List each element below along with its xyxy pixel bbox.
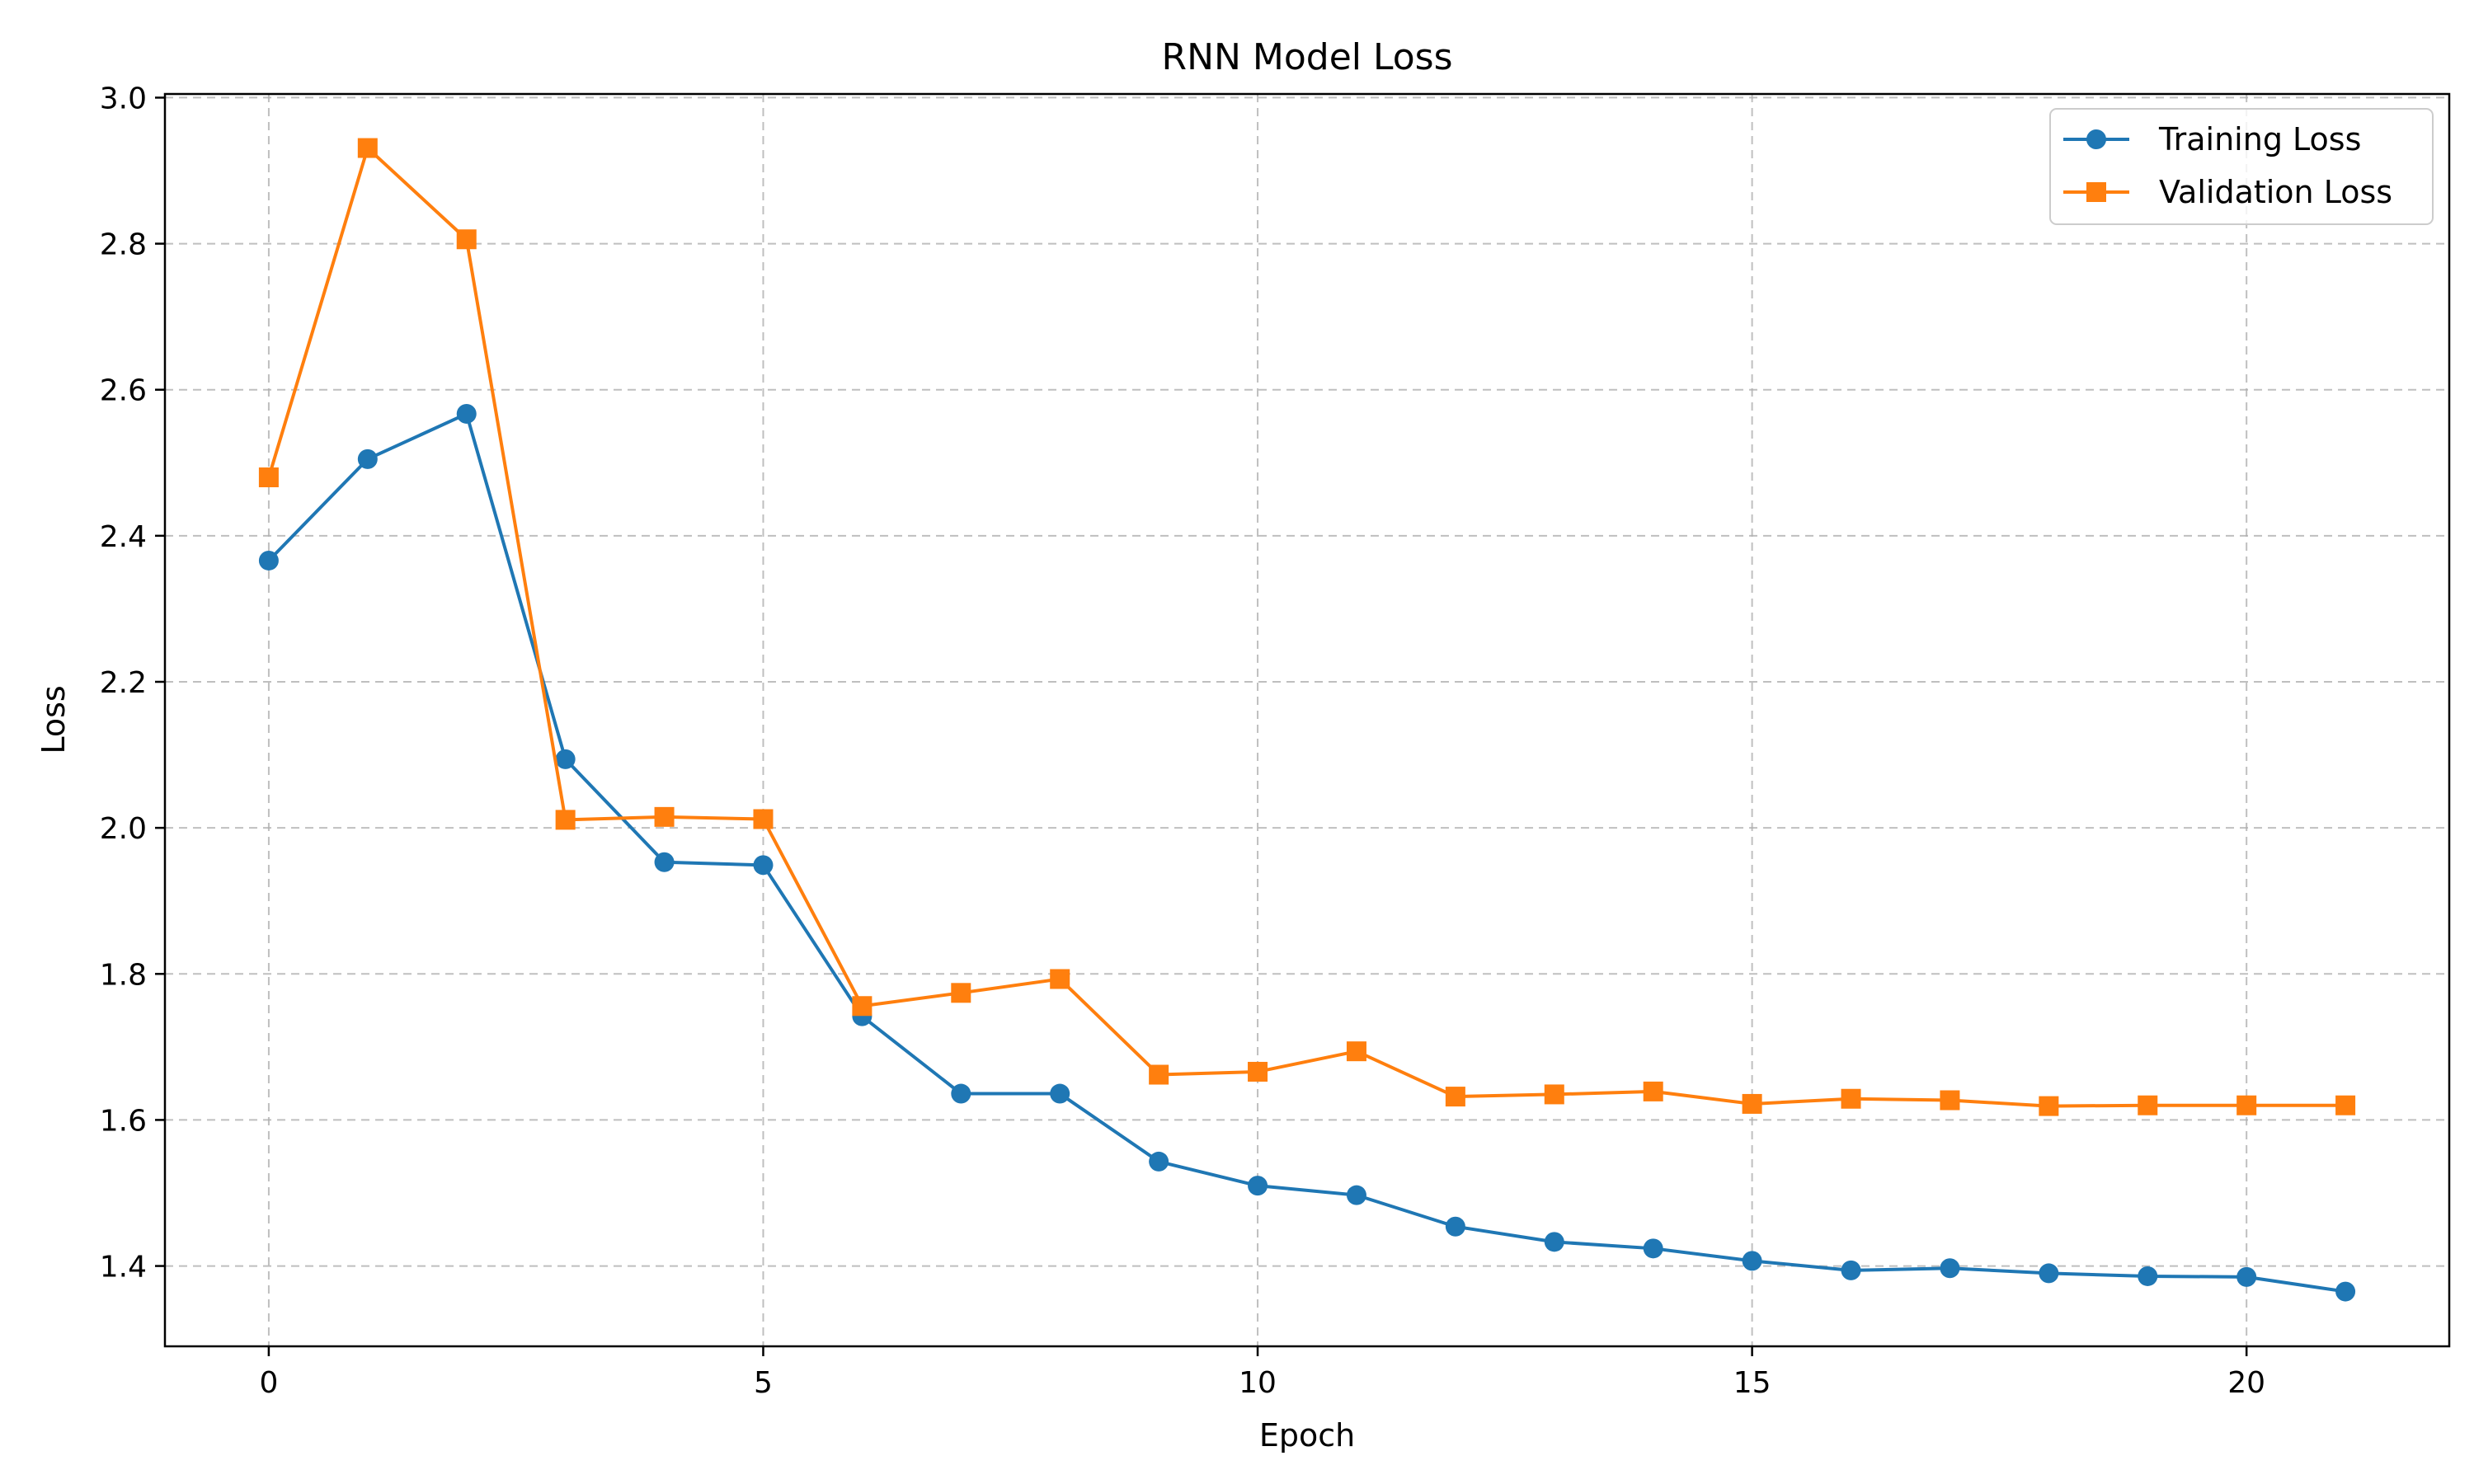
y-tick-label: 2.0: [100, 812, 147, 846]
y-tick-label: 2.2: [100, 666, 147, 700]
data-point-training-loss: [1841, 1260, 1861, 1280]
x-axis-label: Epoch: [1259, 1417, 1355, 1453]
data-point-training-loss: [357, 448, 378, 469]
data-point-validation-loss: [2335, 1095, 2356, 1115]
data-point-training-loss: [2335, 1281, 2356, 1302]
data-point-training-loss: [1149, 1151, 1169, 1172]
data-point-training-loss: [258, 550, 279, 571]
y-axis-ticks: 1.4 1.6 1.8 2.0 2.2 2.4 2.6 2.8 3.0: [100, 82, 165, 1284]
series-training-loss: [258, 403, 2356, 1302]
data-point-validation-loss: [456, 229, 477, 250]
data-point-validation-loss: [2138, 1095, 2158, 1115]
data-point-training-loss: [654, 852, 675, 872]
data-point-validation-loss: [2039, 1096, 2059, 1116]
data-point-validation-loss: [1643, 1081, 1663, 1101]
data-point-training-loss: [2236, 1266, 2257, 1287]
chart-title: RNN Model Loss: [1162, 36, 1453, 78]
data-point-training-loss: [1940, 1258, 1960, 1279]
x-tick-label: 0: [259, 1366, 278, 1400]
data-point-validation-loss: [1940, 1090, 1960, 1111]
data-point-validation-loss: [2236, 1095, 2257, 1115]
data-point-validation-loss: [1248, 1061, 1268, 1082]
data-point-validation-loss: [1445, 1087, 1465, 1107]
x-tick-label: 10: [1239, 1366, 1277, 1400]
legend: Training Loss Validation Loss: [2049, 108, 2434, 225]
plot-area-frame: [163, 92, 2451, 1348]
y-tick-label: 2.6: [100, 374, 147, 408]
data-point-validation-loss: [1050, 969, 1070, 989]
data-point-training-loss: [1248, 1176, 1268, 1196]
legend-label-validation: Validation Loss: [2159, 174, 2392, 210]
data-point-validation-loss: [357, 138, 378, 158]
x-tick-label: 15: [1733, 1366, 1771, 1400]
data-point-validation-loss: [1544, 1084, 1564, 1105]
data-point-validation-loss: [1841, 1088, 1861, 1109]
data-point-training-loss: [1643, 1238, 1663, 1259]
data-point-training-loss: [1742, 1251, 1762, 1271]
y-tick-label: 3.0: [100, 82, 147, 115]
y-tick-label: 1.4: [100, 1251, 147, 1284]
data-point-training-loss: [555, 749, 576, 769]
data-point-training-loss: [2039, 1263, 2059, 1284]
data-point-validation-loss: [852, 996, 872, 1017]
data-point-training-loss: [951, 1083, 971, 1104]
x-tick-label: 5: [754, 1366, 773, 1400]
data-point-validation-loss: [753, 809, 774, 829]
series-line-training-loss: [267, 411, 2346, 1294]
data-point-validation-loss: [654, 806, 675, 827]
data-point-training-loss: [1346, 1185, 1366, 1205]
series-validation-loss: [258, 138, 2356, 1116]
y-tick-label: 2.8: [100, 228, 147, 262]
data-point-training-loss: [1445, 1216, 1465, 1237]
legend-box: [2049, 108, 2434, 225]
grid-lines: [165, 94, 2449, 1346]
y-tick-label: 2.4: [100, 520, 147, 554]
series-layer: [258, 138, 2356, 1302]
data-point-training-loss: [753, 855, 774, 876]
data-point-validation-loss: [1742, 1093, 1762, 1114]
data-point-validation-loss: [258, 467, 279, 487]
data-point-validation-loss: [1346, 1041, 1366, 1062]
legend-label-training: Training Loss: [2158, 121, 2361, 157]
data-point-training-loss: [2138, 1266, 2158, 1286]
data-point-training-loss: [456, 403, 477, 424]
x-axis-ticks: 0 5 10 15 20: [259, 1346, 2265, 1400]
data-point-training-loss: [1544, 1232, 1564, 1252]
legend-marker-training: [2086, 129, 2106, 149]
data-point-validation-loss: [951, 983, 971, 1003]
y-axis-label: Loss: [35, 685, 72, 754]
series-line-validation-loss: [266, 146, 2346, 1108]
y-tick-label: 1.6: [100, 1104, 147, 1138]
y-tick-label: 1.8: [100, 958, 147, 992]
data-point-validation-loss: [1149, 1064, 1169, 1085]
x-tick-label: 20: [2227, 1366, 2265, 1400]
data-point-validation-loss: [555, 810, 576, 830]
legend-marker-validation: [2086, 182, 2106, 202]
data-point-training-loss: [1050, 1083, 1070, 1104]
